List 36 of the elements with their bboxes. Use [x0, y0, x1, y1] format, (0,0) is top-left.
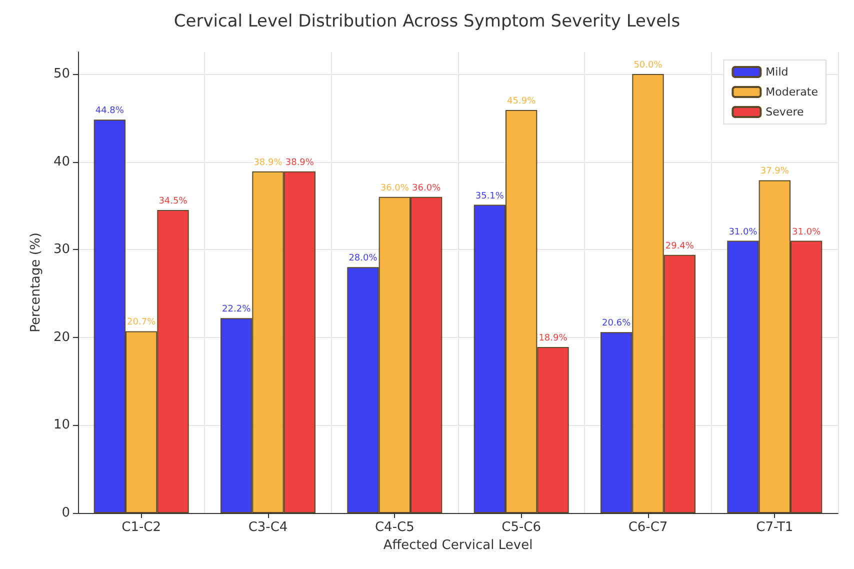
x-axis-title: Affected Cervical Level	[383, 538, 533, 553]
x-tick-label: C4-C5	[374, 520, 414, 535]
data-label: 44.8%	[95, 106, 124, 116]
data-label: 50.0%	[634, 60, 663, 70]
data-label: 36.0%	[412, 183, 442, 194]
data-label: 22.2%	[222, 304, 252, 315]
data-label: 28.0%	[348, 254, 378, 264]
data-label: 37.9%	[760, 166, 790, 177]
data-label: 20.6%	[602, 318, 632, 329]
x-tick-label: C3-C4	[248, 520, 288, 535]
x-tick-label: C5-C6	[502, 520, 542, 535]
data-label: 38.9%	[285, 158, 314, 168]
data-label: 45.9%	[507, 96, 536, 106]
data-label: 31.0%	[728, 227, 758, 238]
y-tick-label: 10	[53, 418, 70, 433]
legend-label: Mild	[766, 66, 788, 78]
legend-label: Moderate	[766, 86, 818, 98]
chart-title: Cervical Level Distribution Across Symptom Severity Levels	[174, 12, 680, 32]
y-tick-label: 30	[53, 242, 70, 258]
data-label: 34.5%	[158, 196, 188, 207]
data-label: 29.4%	[665, 241, 694, 252]
x-tick-label: C6-C7	[628, 520, 668, 535]
data-label: 36.0%	[380, 183, 410, 194]
data-label: 35.1%	[475, 191, 504, 202]
data-label: 31.0%	[792, 227, 822, 238]
x-tick-label: C7-T1	[756, 520, 794, 535]
data-label: 18.9%	[538, 334, 568, 344]
y-tick-label: 0	[62, 506, 70, 520]
legend-label: Severe	[766, 106, 804, 118]
y-axis-title: Percentage (%)	[28, 232, 44, 332]
x-tick-label: C1-C2	[122, 520, 162, 535]
data-label: 20.7%	[127, 318, 156, 328]
y-tick-label: 20	[53, 330, 70, 345]
y-tick-label: 50	[53, 66, 70, 82]
data-label: 38.9%	[254, 158, 283, 168]
y-tick-label: 40	[53, 154, 70, 170]
